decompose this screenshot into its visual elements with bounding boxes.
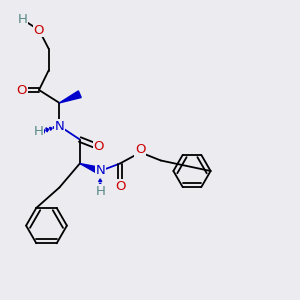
Polygon shape [50,127,52,130]
Text: H: H [95,185,105,198]
Polygon shape [99,179,102,182]
Polygon shape [46,128,49,132]
Polygon shape [99,175,101,178]
Text: N: N [95,164,105,178]
Text: H: H [34,125,43,138]
Text: O: O [16,83,27,97]
Polygon shape [80,164,101,174]
Text: O: O [34,23,44,37]
Text: O: O [115,179,125,193]
Text: H: H [18,13,27,26]
Polygon shape [42,128,45,134]
Polygon shape [98,187,103,190]
Polygon shape [53,127,56,129]
Polygon shape [100,171,101,173]
Text: N: N [55,119,64,133]
Polygon shape [59,91,81,103]
Text: O: O [135,143,146,156]
Polygon shape [98,183,102,186]
Polygon shape [57,126,59,127]
Text: O: O [94,140,104,154]
